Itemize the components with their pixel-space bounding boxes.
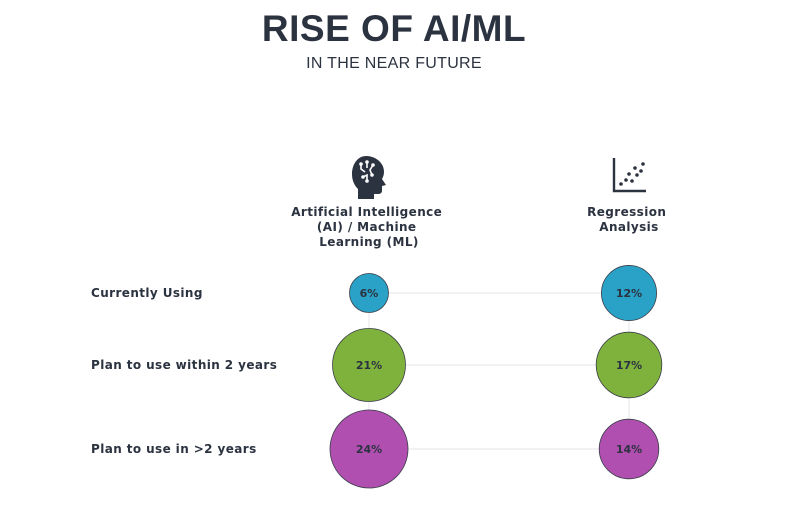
bubble-value-label: 17% xyxy=(616,359,642,372)
bubble-value-label: 24% xyxy=(356,443,382,456)
chart-subtitle: IN THE NEAR FUTURE xyxy=(306,55,482,72)
column-header-regression: Regression Analysis xyxy=(587,205,671,234)
bubble-value-label: 12% xyxy=(616,287,642,300)
column-header-ai-ml: Artificial Intelligence (AI) / Machine L… xyxy=(291,205,447,249)
ai-head-icon xyxy=(352,156,386,199)
scatter-plot-icon xyxy=(612,158,646,193)
bubble-value-label: 6% xyxy=(360,287,379,300)
bubble-plan-to-use-within-2-years-col2 xyxy=(595,331,663,399)
bubble-value-label: 21% xyxy=(356,359,382,372)
bubble-plan-to-use-in-2-years-col1 xyxy=(329,409,409,489)
row-labels: Currently Using Plan to use within 2 year… xyxy=(91,286,277,456)
bubble-plan-to-use-within-2-years-col1 xyxy=(332,328,406,402)
grid-lines xyxy=(368,292,630,450)
bubble-currently-using-col1 xyxy=(349,273,389,313)
bubble-plan-to-use-in-2-years-col2 xyxy=(598,418,660,480)
bubbles: 6% 12% 21% 17% 24% 14% xyxy=(329,265,663,489)
bubble-currently-using-col2 xyxy=(601,265,657,321)
row-label-plan-to-use-in-2-years: Plan to use in >2 years xyxy=(91,442,257,456)
bubble-value-label: 14% xyxy=(616,443,642,456)
chart-title: RISE OF AI/ML xyxy=(261,8,527,49)
row-label-currently-using: Currently Using xyxy=(91,286,203,300)
row-label-plan-to-use-within-2-years: Plan to use within 2 years xyxy=(91,358,277,372)
